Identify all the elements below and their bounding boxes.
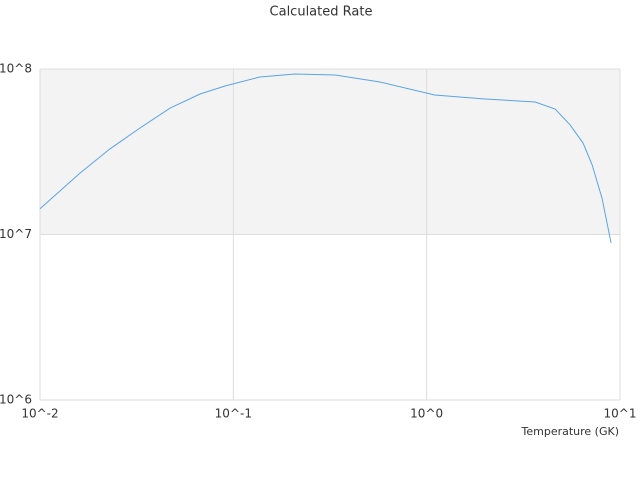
line: [39, 73, 612, 243]
y-tick-label: 10^8: [0, 62, 32, 76]
y-tick-label: 10^6: [0, 393, 32, 407]
chart-title: Calculated Rate: [270, 5, 373, 20]
x-tick-label: 10^-1: [215, 407, 252, 421]
y-tick-label: 10^7: [0, 227, 32, 241]
x-tick-label: 10^0: [410, 407, 443, 421]
x-tick-label: 10^-2: [21, 407, 58, 421]
band: [40, 69, 620, 235]
x-tick-label: 10^1: [604, 407, 637, 421]
x-axis-label: Temperature (GK): [521, 425, 620, 438]
